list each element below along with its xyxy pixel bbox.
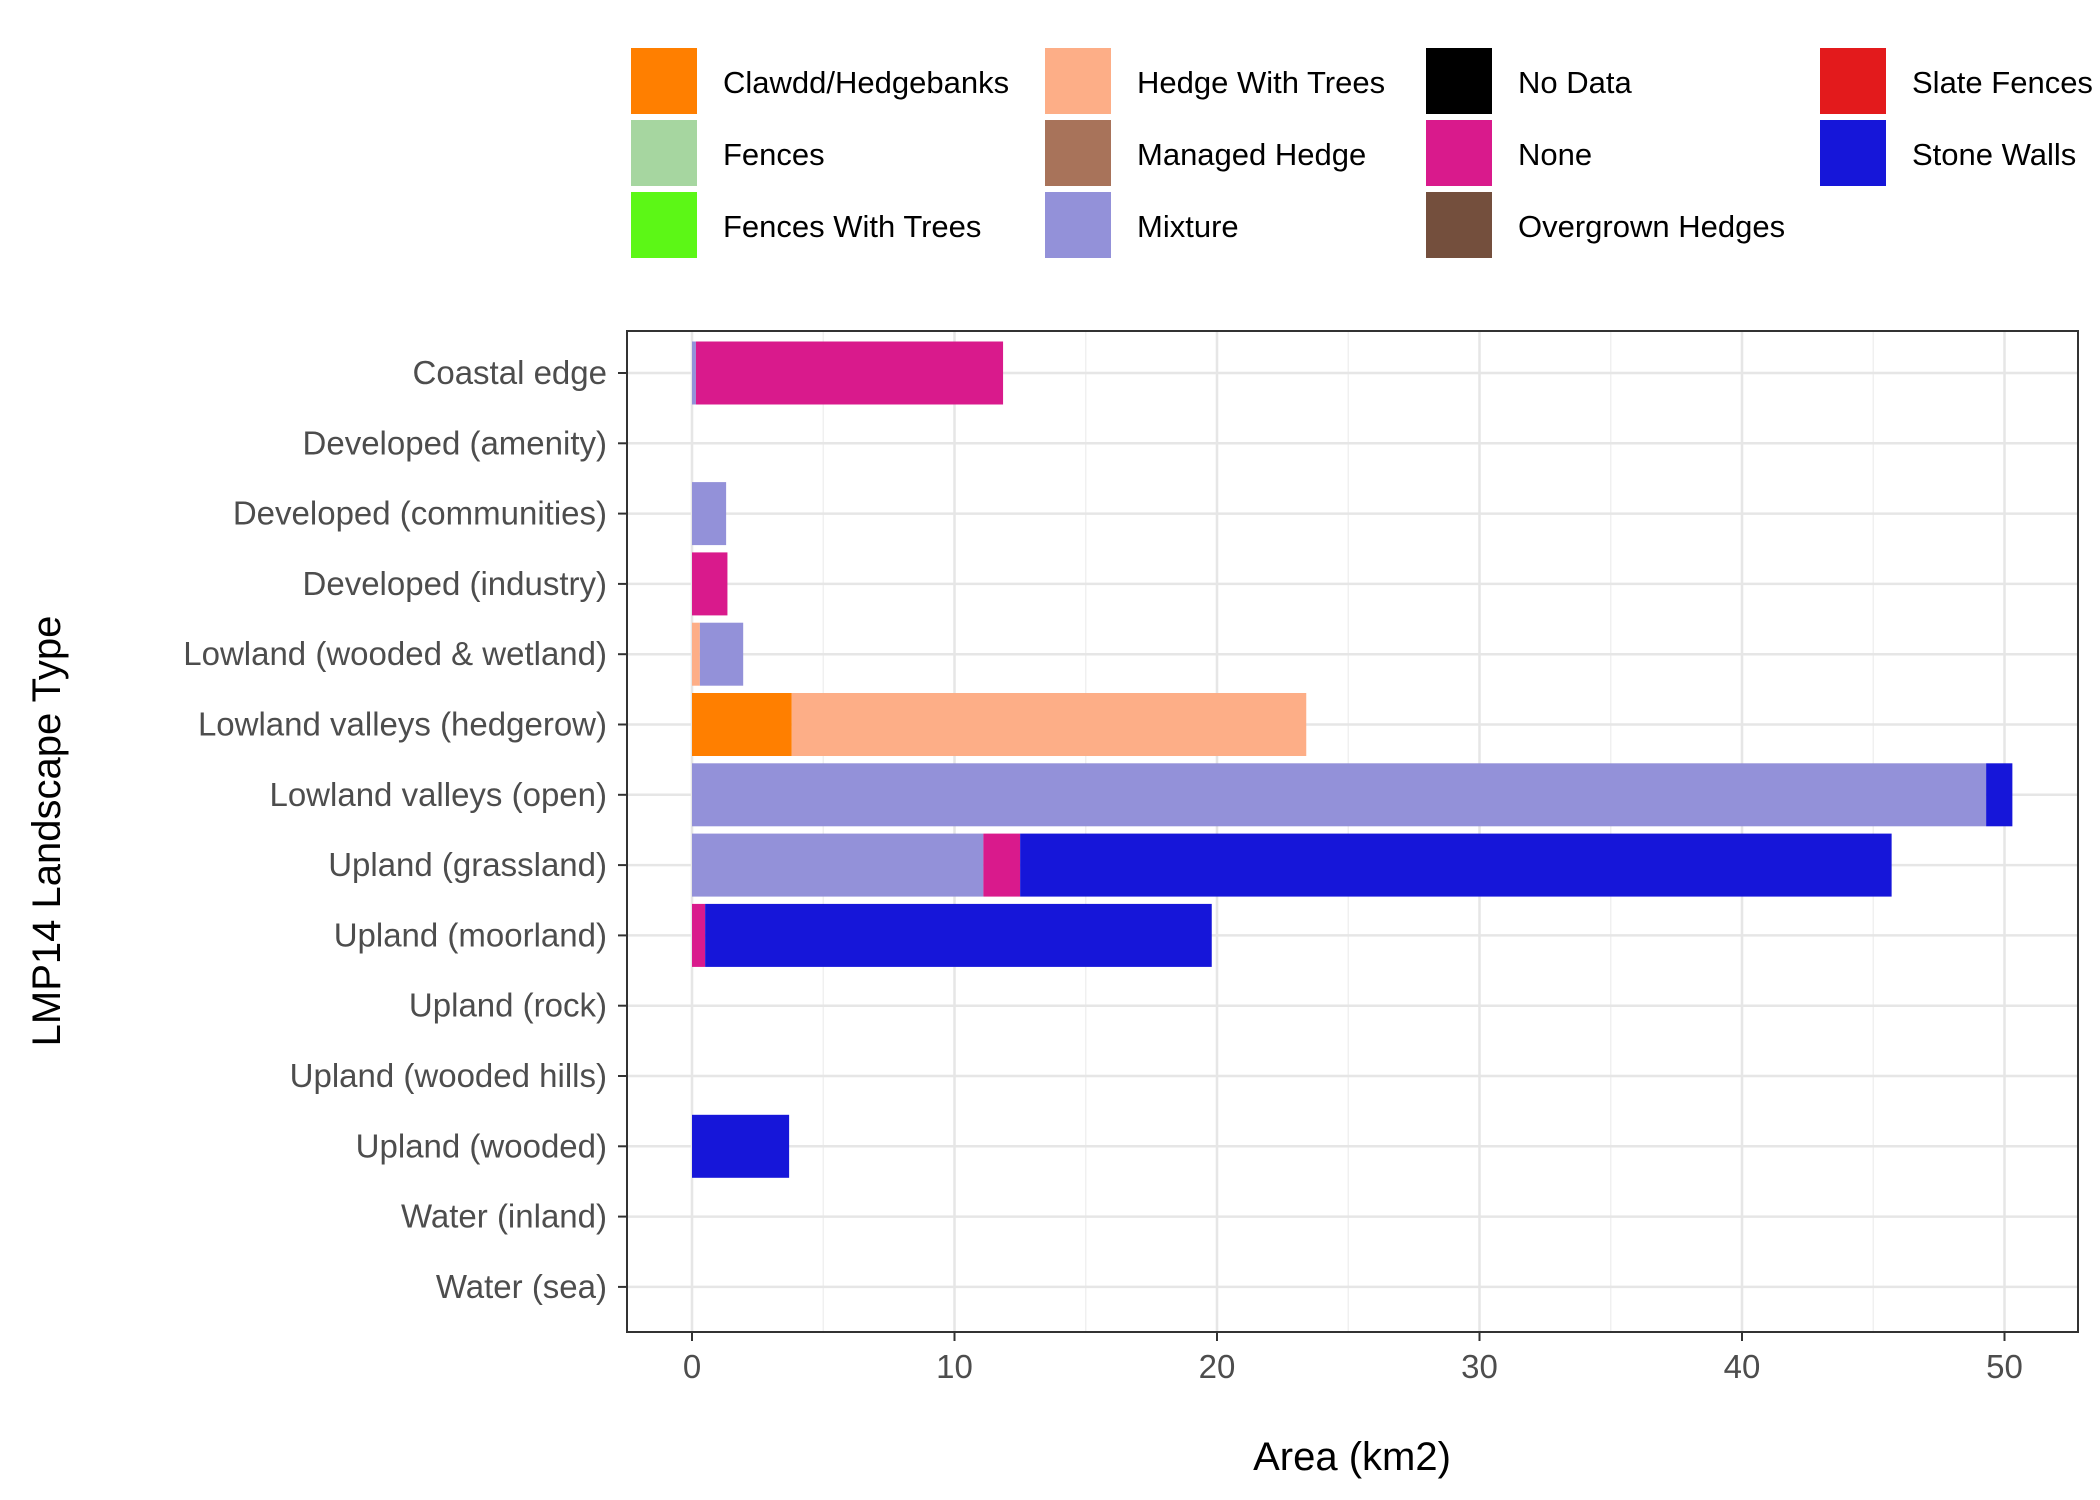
legend-label-no-data: No Data bbox=[1518, 65, 1632, 100]
legend-key-no-data bbox=[1426, 48, 1492, 114]
bar-lowland-valleys-hedgerow-hedge-with-trees bbox=[791, 693, 1307, 756]
legend-key-clawdd-hedgebanks bbox=[631, 48, 697, 114]
y-tick-label: Lowland valleys (hedgerow) bbox=[198, 706, 607, 743]
x-tick-label: 40 bbox=[1724, 1348, 1761, 1385]
y-tick-label: Upland (wooded hills) bbox=[290, 1057, 607, 1094]
bar-lowland-valleys-open-mixture bbox=[692, 763, 1987, 827]
bar-upland-grassland-stone-walls bbox=[1020, 833, 1892, 897]
legend-label-managed-hedge: Managed Hedge bbox=[1137, 137, 1366, 172]
bar-coastal-edge-none bbox=[695, 341, 1004, 405]
legend-key-slate-fences bbox=[1820, 48, 1886, 114]
y-axis-title: LMP14 Landscape Type bbox=[25, 616, 69, 1047]
panel-border bbox=[626, 330, 2079, 1333]
x-tick-label: 20 bbox=[1199, 1348, 1236, 1385]
y-tick-label: Upland (grassland) bbox=[328, 846, 607, 883]
grid bbox=[627, 331, 2078, 1332]
legend-key-stone-walls bbox=[1820, 120, 1886, 186]
bar-upland-grassland-none bbox=[983, 833, 1021, 897]
x-axis-title: Area (km2) bbox=[1253, 1435, 1451, 1479]
legend-key-mixture bbox=[1045, 192, 1111, 258]
bar-developed-communities-mixture bbox=[692, 482, 727, 546]
legend-key-fences bbox=[631, 120, 697, 186]
bar-upland-grassland-mixture bbox=[692, 833, 984, 897]
bar-lowland-valleys-open-stone-walls bbox=[1986, 763, 2013, 827]
legend-label-slate-fences: Slate Fences bbox=[1912, 65, 2093, 100]
legend-key-overgrown-hedges bbox=[1426, 192, 1492, 258]
legend-key-managed-hedge bbox=[1045, 120, 1111, 186]
legend-key-none bbox=[1426, 120, 1492, 186]
y-tick-label: Coastal edge bbox=[413, 354, 607, 391]
y-tick-label: Upland (rock) bbox=[409, 987, 607, 1024]
y-tick-label: Upland (wooded) bbox=[356, 1127, 607, 1164]
legend-label-stone-walls: Stone Walls bbox=[1912, 137, 2076, 172]
bar-lowland-valleys-hedgerow-clawdd-hedgebanks bbox=[692, 693, 792, 756]
y-tick-label: Developed (communities) bbox=[233, 495, 607, 532]
bar-coastal-edge-mixture bbox=[692, 341, 696, 405]
y-tick-label: Developed (amenity) bbox=[303, 424, 607, 461]
bars bbox=[692, 341, 2013, 1178]
bar-lowland-wooded-wetland-hedge-with-trees bbox=[692, 622, 700, 686]
legend-label-overgrown-hedges: Overgrown Hedges bbox=[1518, 209, 1785, 244]
y-tick-label: Lowland (wooded & wetland) bbox=[183, 635, 607, 672]
axes: Coastal edge Developed (amenity) Developed… bbox=[183, 354, 2023, 1385]
y-tick-label: Developed (industry) bbox=[303, 565, 607, 602]
x-tick-label: 10 bbox=[936, 1348, 973, 1385]
bar-upland-wooded-stone-walls bbox=[692, 1114, 790, 1178]
y-tick-label: Water (sea) bbox=[436, 1268, 607, 1305]
bar-developed-industry-none bbox=[692, 552, 728, 616]
bar-upland-moorland-stone-walls bbox=[705, 903, 1212, 967]
y-tick-label: Water (inland) bbox=[401, 1198, 607, 1235]
legend: Clawdd/Hedgebanks Fences Fences With Trees… bbox=[631, 48, 2093, 258]
x-tick-label: 50 bbox=[1986, 1348, 2023, 1385]
legend-label-clawdd-hedgebanks: Clawdd/Hedgebanks bbox=[723, 65, 1009, 100]
x-tick-label: 0 bbox=[683, 1348, 701, 1385]
bar-lowland-wooded-wetland-mixture bbox=[699, 622, 744, 686]
bar-upland-moorland-none bbox=[692, 903, 706, 967]
legend-label-mixture: Mixture bbox=[1137, 209, 1239, 244]
legend-key-fences-with-trees bbox=[631, 192, 697, 258]
legend-label-fences-with-trees: Fences With Trees bbox=[723, 209, 981, 244]
legend-label-fences: Fences bbox=[723, 137, 825, 172]
x-tick-label: 30 bbox=[1461, 1348, 1498, 1385]
legend-label-hedge-with-trees: Hedge With Trees bbox=[1137, 65, 1385, 100]
legend-key-hedge-with-trees bbox=[1045, 48, 1111, 114]
legend-label-none: None bbox=[1518, 137, 1592, 172]
y-tick-label: Lowland valleys (open) bbox=[269, 776, 607, 813]
y-tick-label: Upland (moorland) bbox=[334, 916, 607, 953]
